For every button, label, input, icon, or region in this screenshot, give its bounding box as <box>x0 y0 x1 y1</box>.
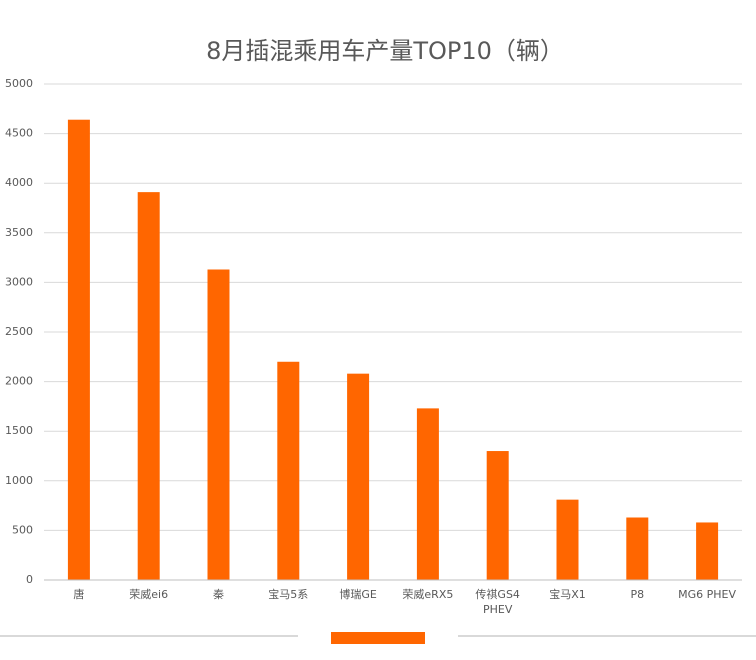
bar <box>137 192 160 581</box>
bar <box>486 451 509 580</box>
x-tick-label: P8 <box>630 588 645 601</box>
x-tick-label: 博瑞GE <box>339 588 377 601</box>
y-tick-label: 0 <box>26 573 33 586</box>
x-tick-label: 唐 <box>73 588 85 601</box>
x-tick-label: 传祺GS4 PHEV <box>475 588 520 616</box>
y-tick-label: 4000 <box>5 176 33 189</box>
y-tick-label: 4500 <box>5 127 33 140</box>
bar <box>277 361 300 580</box>
y-tick-label: 2000 <box>5 375 33 388</box>
bar <box>696 522 719 580</box>
bar <box>347 373 370 580</box>
chart-title: 8月插混乘用车产量TOP10（辆） <box>206 37 564 65</box>
x-tick-label: 秦 <box>213 588 224 601</box>
x-tick-label: 宝马X1 <box>549 588 586 601</box>
y-tick-label: 2500 <box>5 325 33 338</box>
y-tick-label: 1500 <box>5 424 33 437</box>
y-tick-label: 5000 <box>5 77 33 90</box>
x-tick-label: 宝马5系 <box>268 588 309 601</box>
decor-bar <box>331 632 425 644</box>
bar <box>207 269 230 580</box>
bar <box>556 499 579 580</box>
y-tick-label: 3500 <box>5 226 33 239</box>
x-tick-label: MG6 PHEV <box>678 588 737 601</box>
x-tick-label: 荣威ei6 <box>129 588 169 601</box>
y-tick-label: 500 <box>12 523 33 536</box>
bar <box>626 517 649 580</box>
bar <box>416 408 439 580</box>
y-tick-label: 3000 <box>5 275 33 288</box>
y-tick-label: 1000 <box>5 474 33 487</box>
bar <box>67 119 90 580</box>
x-tick-label: 荣威eRX5 <box>402 588 454 601</box>
